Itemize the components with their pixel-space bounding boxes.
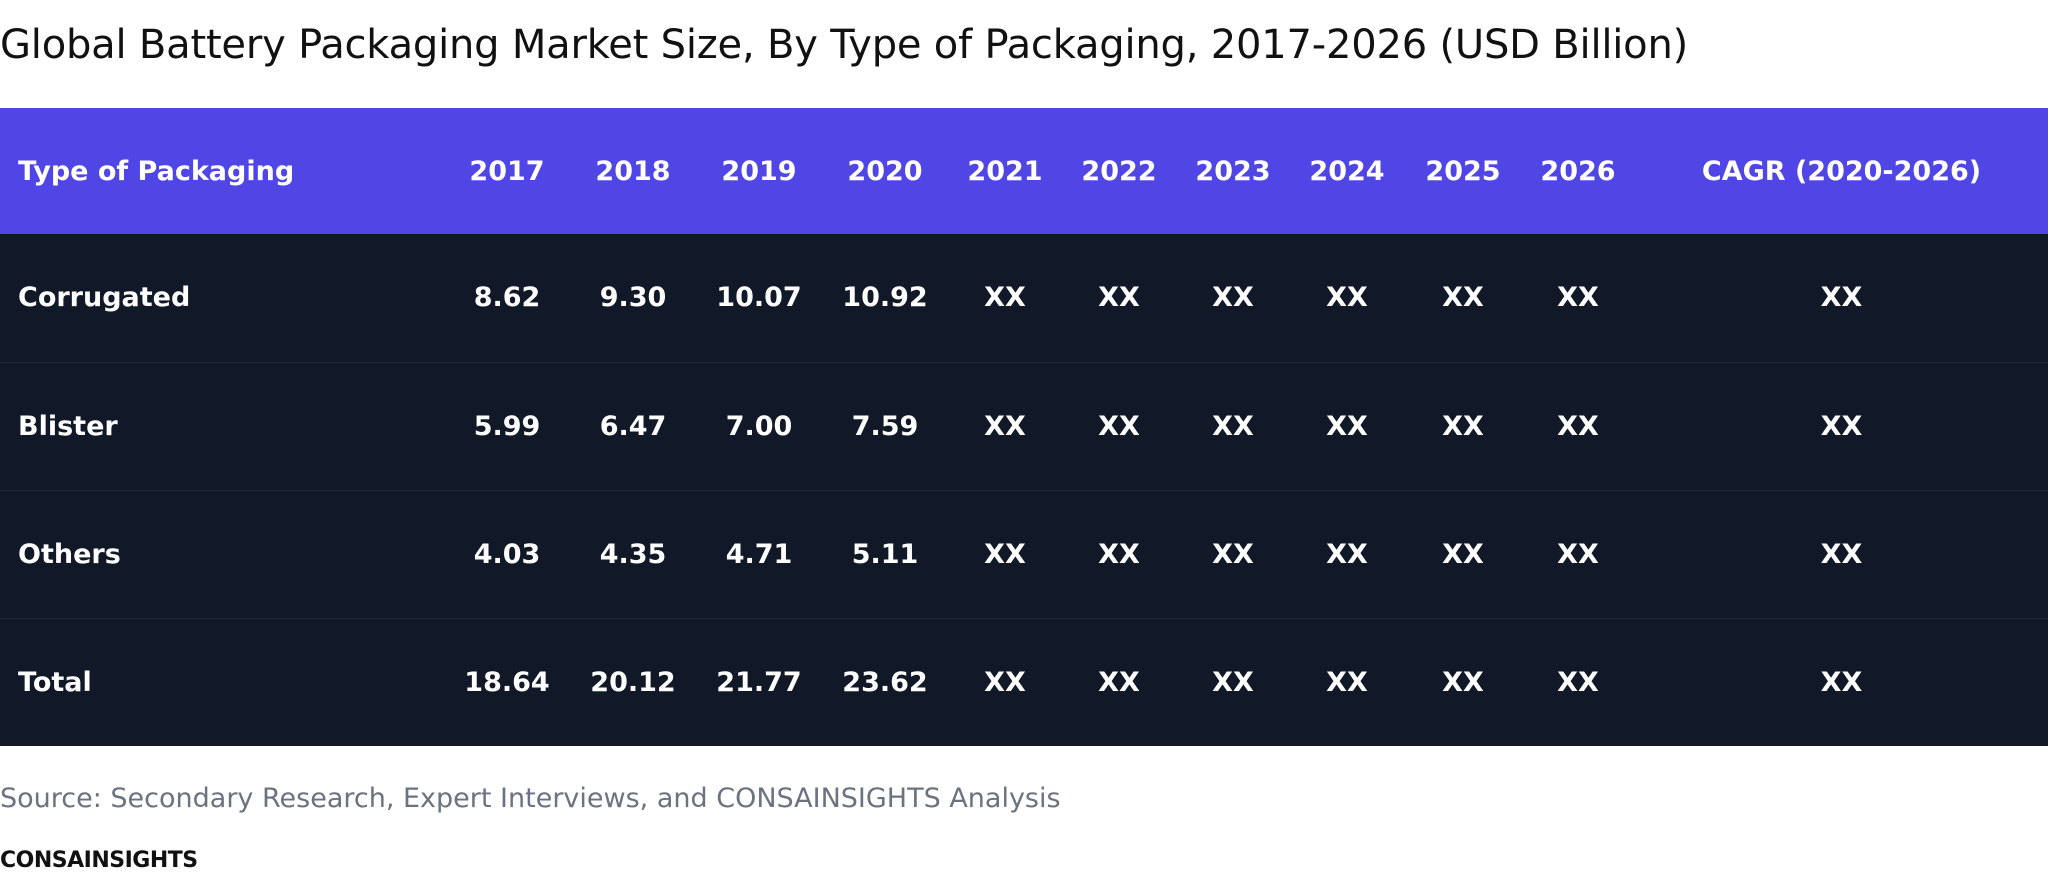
table-cell: 8.62 [473, 282, 541, 314]
table-cell: 6.47 [569, 361, 697, 490]
row-label-cell: Total [0, 617, 445, 746]
row-label-cell: Others [0, 489, 445, 618]
table-cell: XX [1289, 617, 1405, 746]
table-cell: 4.71 [697, 489, 821, 618]
table-row: Corrugated 8.62 9.30 10.07 10.92 XX XX X… [0, 234, 2048, 362]
table-cell: XX [1177, 361, 1289, 490]
column-header-2024: 2024 [1309, 155, 1385, 187]
column-header-2021: 2021 [967, 155, 1043, 187]
market-size-table: Type of Packaging 2017 2018 2019 2020 20… [0, 108, 2048, 746]
table-cell: 4.35 [569, 489, 697, 618]
table-cell: XX [949, 361, 1061, 490]
table-cell: XX [1405, 361, 1521, 490]
table-cell: 7.59 [821, 361, 949, 490]
column-header-2026: 2026 [1540, 155, 1616, 187]
table-row: Blister 5.99 6.47 7.00 7.59 XX XX XX XX … [0, 361, 2048, 490]
table-cell: XX [1098, 282, 1140, 314]
table-cell: 20.12 [569, 617, 697, 746]
table-cell: XX [1405, 489, 1521, 618]
table-cell: XX [1521, 617, 1635, 746]
column-header-2020: 2020 [847, 155, 923, 187]
table-cell: 23.62 [821, 617, 949, 746]
table-cell: 10.92 [842, 282, 928, 314]
column-header-2017: 2017 [469, 155, 545, 187]
column-header-2025: 2025 [1425, 155, 1501, 187]
column-header-type: Type of Packaging [18, 155, 295, 187]
table-row: Others 4.03 4.35 4.71 5.11 XX XX XX XX X… [0, 489, 2048, 618]
table-cell: XX [1521, 489, 1635, 618]
source-note: Source: Secondary Research, Expert Inter… [0, 783, 1061, 814]
table-cell: XX [1212, 282, 1254, 314]
table-cell: XX [1635, 361, 2048, 490]
column-header-2023: 2023 [1195, 155, 1271, 187]
row-label-cell: Corrugated [18, 282, 191, 314]
table-cell: XX [1521, 361, 1635, 490]
table-cell: XX [1177, 617, 1289, 746]
table-title: Global Battery Packaging Market Size, By… [0, 22, 1689, 68]
brand-logo-text: CONSAINSIGHTS [0, 848, 198, 873]
table-cell: XX [949, 489, 1061, 618]
table-row-total: Total 18.64 20.12 21.77 23.62 XX XX XX X… [0, 617, 2048, 746]
row-label-cell: Blister [0, 361, 445, 490]
table-cell: XX [1635, 617, 2048, 746]
table-cell: 18.64 [445, 617, 569, 746]
table-cell: XX [949, 617, 1061, 746]
table-cell: XX [1326, 282, 1368, 314]
table-cell: XX [1442, 282, 1484, 314]
table-cell: 5.11 [821, 489, 949, 618]
table-cell: XX [1061, 361, 1177, 490]
table-cell: XX [1635, 489, 2048, 618]
table-cell: XX [1177, 489, 1289, 618]
column-header-2019: 2019 [721, 155, 797, 187]
table-cell: XX [984, 282, 1026, 314]
table-cell: XX [1289, 489, 1405, 618]
table-cell: XX [1820, 282, 1863, 314]
column-header-2018: 2018 [595, 155, 671, 187]
table-cell: XX [1557, 282, 1599, 314]
table-cell: 9.30 [599, 282, 667, 314]
table-cell: 21.77 [697, 617, 821, 746]
table-cell: XX [1289, 361, 1405, 490]
table-cell: 10.07 [716, 282, 802, 314]
table-cell: 5.99 [445, 361, 569, 490]
table-cell: 7.00 [697, 361, 821, 490]
table-header-row: Type of Packaging 2017 2018 2019 2020 20… [0, 108, 2048, 234]
table-cell: XX [1405, 617, 1521, 746]
table-cell: XX [1061, 489, 1177, 618]
table-cell: 4.03 [445, 489, 569, 618]
column-header-2022: 2022 [1081, 155, 1157, 187]
table-cell: XX [1061, 617, 1177, 746]
column-header-cagr: CAGR (2020-2026) [1701, 155, 1982, 187]
